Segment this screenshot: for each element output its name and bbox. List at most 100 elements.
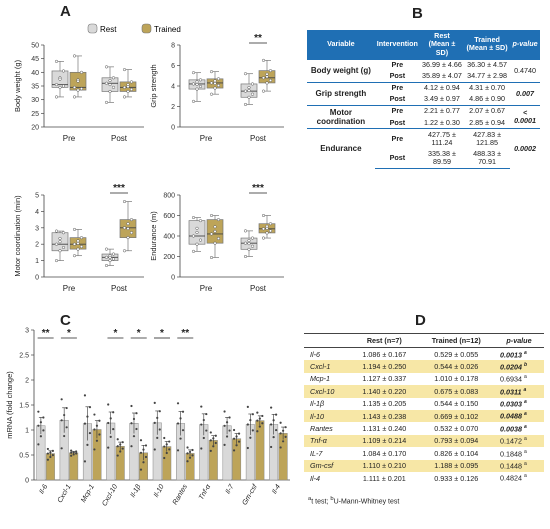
variable-cell: Endurance [307,128,375,169]
pvalue-cell: 0.007 [510,81,540,106]
data-point [202,418,205,422]
data-point [209,213,214,218]
data-point [223,443,226,446]
x-category-label: Il-1β [130,484,143,499]
th-intervention: Intervention [374,30,420,60]
y-tick-label: 6 [171,63,175,70]
data-point [107,403,110,406]
pvalue-test-mark: a [523,386,527,393]
pvalue-cell: 0.0204 b [494,360,544,373]
data-point [88,406,92,409]
trained-cell: 0.544 ± 0.150 [434,399,479,409]
data-point [107,421,110,425]
pvalue-test-mark: a [523,411,527,418]
data-point [191,454,194,457]
data-point [129,80,134,84]
data-point [232,449,236,452]
rest-cell: 1.135 ± 0.205 [362,399,407,409]
pvalue-test-mark: a [523,473,527,480]
x-category-label: Cxcl-10 [101,483,119,507]
x-category-label: Il-6 [38,483,49,495]
data-point [109,417,112,420]
th-pvalue: p-value [494,333,544,348]
data-point [72,254,77,258]
significance-label: ** [42,328,50,339]
data-point [243,254,248,259]
data-point [58,249,62,253]
rest-cell: 1.127 ± 0.337 [362,374,407,384]
table-b-row: Post 35.89 ± 4.07 34.77 ± 2.98 [307,70,540,83]
data-point [213,241,217,245]
data-point [129,87,134,91]
data-point [272,419,275,422]
table-b-row: Post 335.38 ± 89.59 488.33 ± 70.91 [307,148,540,169]
significance-label: * [67,328,71,339]
data-point [251,413,254,416]
table-b-row: Endurance Pre 427.75 ± 111.24 427.83 ± 121.… [307,128,540,169]
x-category-label: Mcp-1 [80,483,96,503]
data-point [265,75,269,79]
data-point [191,249,196,253]
data-point [216,218,221,222]
data-point [116,454,119,457]
data-point [111,85,116,89]
data-point [256,411,259,414]
data-point [156,436,159,439]
data-point [228,429,231,432]
table-d-row: Rantes 1.131 ± 0.240 0.532 ± 0.070 0.0038 a [304,422,544,434]
panel-a-letter: A [60,3,71,20]
rest-cell: 35.89 ± 4.07 [419,70,465,83]
y-tick-label: 30 [31,97,39,104]
data-point [247,85,251,90]
x-category-label: Pre [63,134,76,143]
data-point [195,242,199,246]
data-point [79,87,84,91]
data-point [249,418,252,422]
data-point [122,226,127,230]
boxplot-3: 0 1 2 3 4 5 Motor coordination (min) Pre Post *** [13,183,144,293]
data-point [111,252,116,256]
pvalue-test-mark: a [523,461,527,468]
pvalue-text: 0.0488 [500,411,522,421]
data-point [270,423,273,426]
data-point [72,242,77,246]
data-point [108,259,112,263]
data-point [213,225,217,229]
pvalue-test-mark: a [523,399,527,406]
data-point [93,448,96,451]
data-point [216,237,221,241]
data-point [198,238,203,242]
data-point [284,426,287,429]
data-point [61,245,66,250]
data-point [235,444,238,447]
significance-label: ** [254,33,262,44]
data-point [225,435,229,438]
data-point [191,234,196,238]
data-point [104,81,109,85]
data-point [250,244,255,248]
data-point [261,76,266,80]
pvalue-cell: 0.0002 [510,128,540,169]
pvalue-text: 0.6934 [500,374,522,384]
y-tick-label: 1 [25,428,29,435]
data-point [51,449,54,452]
rest-cell: 335.38 ± 89.59 [419,148,465,169]
data-point [119,450,122,453]
footnote-b-text: U-Mann-Whitney test [333,498,400,506]
th-gene [304,333,351,348]
pvalue-cell: 0.0311 a [494,385,544,398]
table-d-row: Mcp-1 1.127 ± 0.337 1.010 ± 0.178 0.6934 a [304,373,544,385]
data-point [72,54,77,58]
data-point [109,435,112,438]
data-point [54,95,59,99]
pvalue-cell: 0.1472 a [494,434,544,448]
data-point [135,427,138,431]
data-point [61,231,66,235]
data-point [37,424,40,427]
data-point [54,83,59,87]
pvalue-text: 0.4824 [500,473,522,483]
trained-cell: 1.010 ± 0.178 [434,374,479,384]
data-point [58,236,62,241]
y-tick-label: 0 [35,275,39,282]
table-d-row: Gm-csf 1.110 ± 0.210 1.188 ± 0.095 0.1448 a [304,459,544,472]
